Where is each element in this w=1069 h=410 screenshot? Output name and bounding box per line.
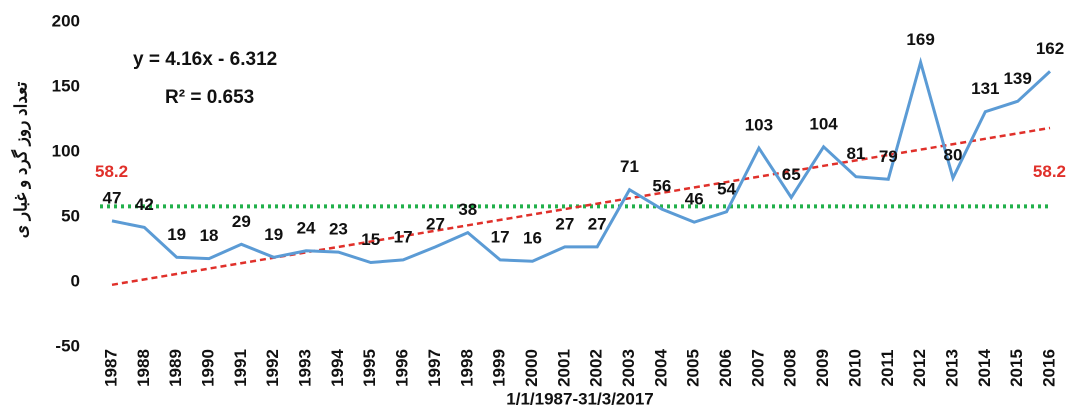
y-tick-label: 100 [52,141,80,160]
x-tick-label: 1989 [166,349,185,387]
data-label: 38 [458,200,477,219]
x-tick-label: 1994 [328,349,347,387]
data-label: 80 [944,145,963,164]
x-tick-label: 1993 [296,349,315,387]
data-label: 24 [297,218,316,237]
mean-label: 58.2 [1033,162,1066,181]
data-label: 46 [685,190,704,209]
x-tick-label: 1997 [425,349,444,387]
data-label: 15 [361,230,380,249]
x-tick-label: 2002 [587,349,606,387]
data-label: 169 [906,30,934,49]
data-label: 162 [1036,39,1064,58]
data-label: 56 [652,177,671,196]
x-tick-label: 2010 [845,349,864,387]
x-tick-label: 2000 [522,349,541,387]
data-label: 65 [782,165,801,184]
x-tick-label: 2011 [878,350,897,387]
x-tick-label: 2013 [942,349,961,387]
data-label: 103 [745,116,773,135]
x-tick-label: 2007 [748,349,767,387]
x-tick-label: 2009 [813,349,832,387]
data-label: 23 [329,220,348,239]
r-squared: R² = 0.653 [165,87,254,108]
x-tick-label: 2004 [651,349,670,387]
x-tick-label: 1998 [457,349,476,387]
data-label: 17 [394,227,413,246]
data-label: 104 [809,114,838,133]
data-label: 54 [717,179,736,198]
y-tick-label: -50 [55,336,80,355]
y-tick-label: 200 [52,11,80,30]
data-label: 131 [971,79,999,98]
data-label: 47 [103,188,122,207]
data-label: 71 [620,157,639,176]
x-tick-label: 2016 [1039,349,1058,387]
x-tick-label: 1988 [134,349,153,387]
x-axis-title: 1/1/1987-31/3/2017 [506,389,653,408]
x-tick-label: 1996 [393,349,412,387]
data-label: 18 [200,226,219,245]
data-label: 42 [135,195,154,214]
data-label: 79 [879,147,898,166]
data-label: 19 [264,225,283,244]
mean-label: 58.2 [95,162,128,181]
x-tick-label: 2006 [716,349,735,387]
data-line [111,56,1052,265]
x-tick-label: 1999 [490,349,509,387]
data-label: 29 [232,212,251,231]
x-tick-label: 1987 [101,349,120,387]
trend-equation: y = 4.16x - 6.312 [133,49,277,70]
data-label: 16 [523,229,542,248]
x-tick-label: 2014 [975,349,994,387]
y-tick-label: 50 [61,206,80,225]
data-label: 19 [167,225,186,244]
x-tick-label: 1995 [360,349,379,387]
y-tick-label: 150 [52,76,80,95]
x-tick-label: 2012 [910,349,929,387]
x-tick-label: 2008 [781,349,800,387]
x-tick-label: 1992 [263,349,282,387]
y-axis-title: تعداد روز گرد و غبار ی [10,82,31,239]
data-label: 139 [1003,69,1031,88]
data-label: 27 [426,214,445,233]
y-tick-label: 0 [71,271,80,290]
x-tick-label: 1991 [231,349,250,387]
x-tick-label: 1990 [199,349,218,387]
data-label: 27 [555,214,574,233]
x-tick-label: 2005 [684,349,703,387]
data-label: 81 [846,144,865,163]
x-tick-label: 2003 [619,349,638,387]
data-label: 17 [491,227,510,246]
x-tick-label: 2001 [554,349,573,387]
data-label: 27 [588,214,607,233]
trend-line [111,126,1051,287]
x-tick-label: 2015 [1007,349,1026,387]
